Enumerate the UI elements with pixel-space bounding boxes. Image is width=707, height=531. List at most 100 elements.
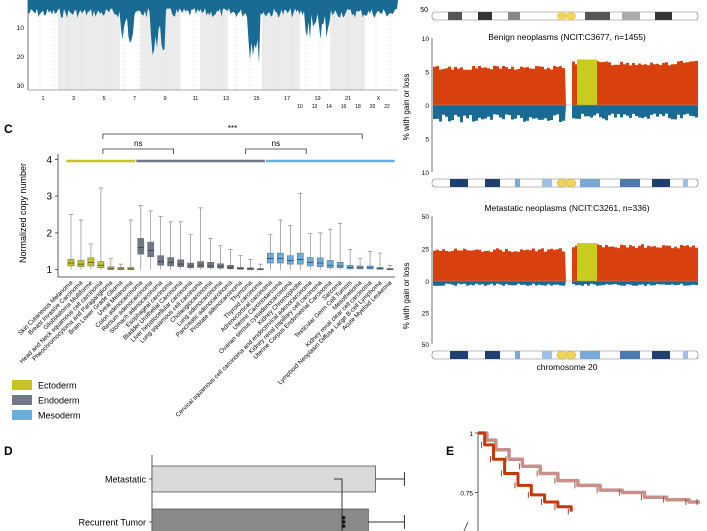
box-body	[177, 259, 184, 267]
box-body	[167, 257, 175, 267]
box-30	[366, 250, 374, 270]
box-body	[227, 264, 234, 270]
genome-profile-area	[28, 0, 398, 64]
bar-d-sig-bracket	[334, 478, 343, 531]
boxplot-boxes	[67, 187, 394, 270]
gainloss-ytick: 50	[422, 342, 430, 349]
genome-xtick-lower: 14	[326, 104, 332, 110]
metastatic-xlabel: chromosome 20	[537, 362, 598, 372]
gain-area	[572, 60, 698, 105]
ideogram-metastatic	[431, 350, 699, 360]
genome-xtick: 3	[72, 96, 75, 102]
gainloss-ytick: 10	[422, 170, 430, 177]
loss-area	[572, 281, 698, 286]
box-body	[277, 252, 284, 264]
legend-swatch-endo	[12, 395, 32, 405]
box-body	[137, 238, 145, 255]
bar-d-plot: Metastatic Recurrent Tumor ***	[78, 455, 405, 531]
genome-xtick-lower: 10	[297, 104, 303, 110]
box-14	[207, 238, 214, 270]
box-body	[117, 267, 125, 270]
box-12	[187, 234, 194, 270]
sig-ns1-bracket	[102, 148, 174, 154]
genome-profile-xticks: 1 3 5 7 9 11 13 15 17 19 21 X10 12 14 16 18 20 22	[41, 96, 390, 110]
panel-label-e: E	[446, 444, 454, 458]
centromere-p	[556, 178, 568, 188]
loss-area	[433, 281, 566, 286]
box-body	[356, 265, 364, 270]
ideogram-band	[620, 351, 640, 359]
gainloss-ytick: 25	[422, 247, 430, 254]
legend-swatch-meso	[12, 410, 32, 420]
ideogram-band	[620, 179, 640, 187]
gainloss-ytick: 5	[425, 70, 429, 77]
metastatic-plot: 50 25 0 25 50	[422, 214, 698, 349]
centromere-q	[566, 12, 576, 20]
box-1	[77, 219, 85, 270]
genome-shade-0	[58, 0, 120, 90]
legend-label-ecto: Ectoderm	[38, 381, 77, 391]
sig-long-label: ***	[228, 124, 237, 133]
box-27	[336, 223, 344, 270]
genome-xtick: 1	[41, 96, 44, 102]
box-5	[117, 263, 125, 270]
gainloss-ytick: 50	[422, 214, 430, 221]
genome-xtick: 17	[284, 96, 290, 102]
genome-xtick: 7	[133, 96, 136, 102]
centromere-q	[565, 350, 577, 360]
genome-profile-yticks: 10 20 30	[17, 25, 25, 90]
box-body	[77, 260, 85, 267]
centromere-p	[556, 350, 568, 360]
box-body	[366, 265, 374, 270]
genome-ytick: 20	[17, 54, 25, 61]
gainloss-ytick: 0	[425, 103, 429, 110]
genome-xtick-lower: 16	[341, 104, 347, 110]
top-ideogram-ytick: 50	[420, 7, 428, 14]
boxplot-ylabel: Normalized copy number	[18, 163, 28, 263]
sig-ns2-bracket	[245, 148, 307, 154]
benign-title: Benign neoplasms (NCIT:C3677, n=1455)	[488, 32, 646, 42]
legend-label-meso: Mesoderm	[38, 411, 81, 421]
bar-d-1	[151, 508, 369, 531]
boxplot-significance: *** ns ns	[102, 124, 363, 154]
box-26	[326, 228, 334, 270]
box-2	[87, 243, 95, 270]
benign-ylabel: % with gain or loss	[402, 74, 411, 141]
box-body	[157, 255, 165, 266]
km-curve-light	[478, 431, 700, 504]
genome-xtick: 15	[253, 96, 259, 102]
ideogram-top	[431, 11, 699, 21]
genome-xtick-lower: 20	[370, 104, 376, 110]
box-body	[267, 252, 274, 264]
ideogram-band	[485, 179, 500, 187]
box-6	[127, 219, 135, 270]
box-body	[207, 262, 214, 269]
box-body	[67, 259, 75, 267]
genome-xtick-lower: 18	[355, 104, 361, 110]
km-ytick: 0.75	[460, 491, 473, 498]
ideogram-band	[515, 351, 520, 359]
ideogram-band	[508, 12, 520, 20]
km-panel-e: E 10.75	[446, 431, 700, 531]
genome-ytick: 10	[17, 25, 25, 32]
km-ylabel-stub	[463, 521, 469, 531]
panel-label-c: C	[4, 122, 13, 136]
genome-xtick-lower: 12	[312, 104, 318, 110]
gainloss-ytick: 0	[425, 279, 429, 286]
box-21	[277, 219, 284, 270]
box-29	[356, 258, 364, 270]
benign-plot: 10 5 0 5 10	[422, 36, 698, 177]
genome-xtick-lower: 22	[384, 104, 390, 110]
sig-ns2-label: ns	[272, 139, 280, 148]
bar-d-significance: ***	[340, 515, 352, 529]
ideogram-band	[485, 351, 500, 359]
ideogram-band	[683, 179, 688, 187]
boxplot-ytick: 1	[46, 265, 52, 276]
ideogram-band	[652, 179, 670, 187]
metastatic-title: Metastatic neoplasms (NCIT:C3261, n=336)	[484, 203, 649, 213]
bar-d-label: Metastatic	[105, 475, 147, 485]
box-body	[217, 263, 224, 269]
box-17	[237, 255, 244, 270]
